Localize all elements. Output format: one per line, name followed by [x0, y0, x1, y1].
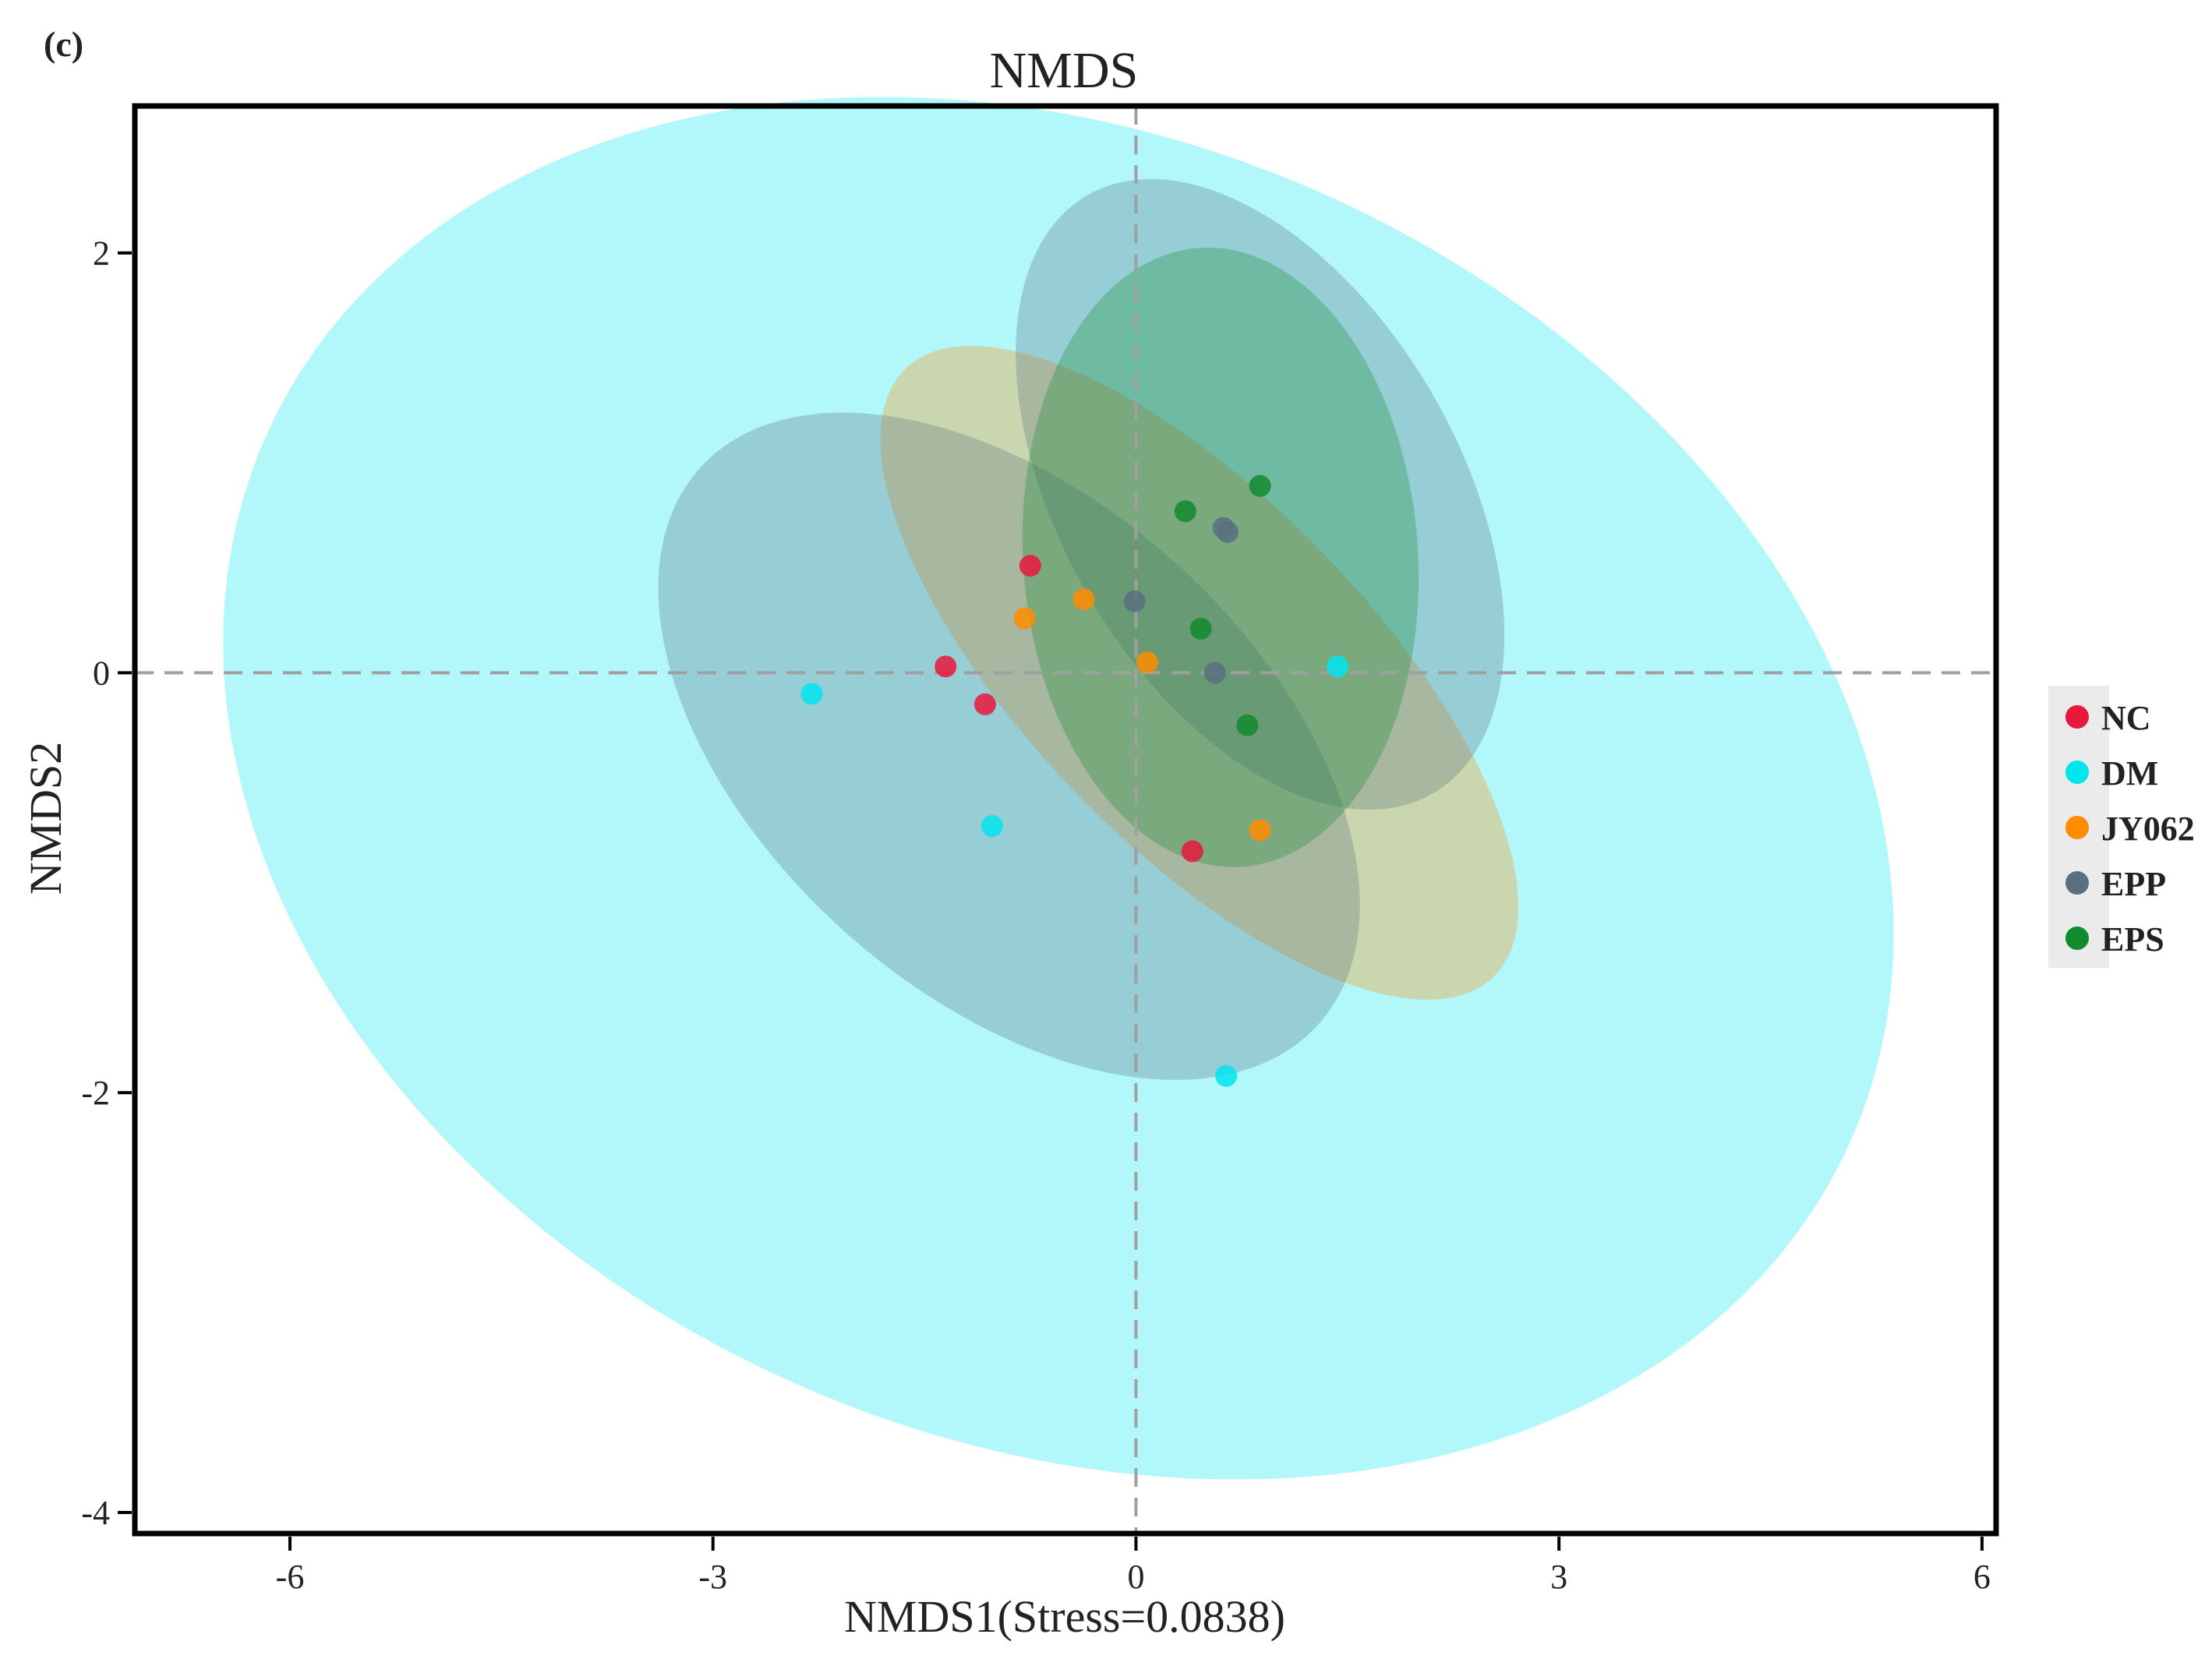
- y-tick-label: -2: [81, 1074, 110, 1112]
- point-dm-2: [981, 815, 1003, 838]
- point-epp-1: [1123, 590, 1146, 612]
- point-dm-4: [1215, 1064, 1238, 1087]
- point-nc-3: [973, 693, 996, 715]
- point-layer: [800, 475, 1349, 1087]
- point-eps-4: [1236, 714, 1259, 736]
- x-tick-label: -3: [698, 1558, 727, 1596]
- point-jy062-1: [1013, 607, 1036, 630]
- x-tick-label: 6: [1973, 1558, 1991, 1596]
- chart-title: NMDS: [990, 42, 1139, 99]
- legend-label-eps: EPS: [2101, 920, 2164, 958]
- ellipse-dm: [223, 97, 1894, 1480]
- point-jy062-4: [1249, 819, 1271, 842]
- y-tick-label: 0: [93, 654, 110, 692]
- legend-label-epp: EPP: [2101, 865, 2166, 903]
- point-eps-2: [1249, 475, 1271, 497]
- legend-label-jy062: JY062: [2101, 810, 2195, 848]
- point-eps-1: [1174, 499, 1196, 522]
- point-nc-2: [935, 655, 957, 678]
- point-eps-3: [1189, 617, 1212, 640]
- point-dm-1: [800, 683, 823, 705]
- x-tick-label: -6: [276, 1558, 305, 1596]
- y-tick-label: 2: [93, 235, 110, 273]
- x-tick-label: 3: [1550, 1558, 1567, 1596]
- point-nc-4: [1181, 840, 1203, 863]
- ellipse-epp: [658, 412, 1360, 1080]
- reference-lines: [135, 106, 1996, 1534]
- ellipse-eps: [1022, 247, 1419, 867]
- point-epp-4: [1217, 521, 1239, 543]
- plot-frame: [132, 103, 1999, 1537]
- y-axis-ticks: -4 -2 0 2: [81, 235, 132, 1532]
- point-jy062-3: [1136, 651, 1158, 673]
- y-axis-label: NMDS2: [20, 742, 71, 895]
- legend-swatch-nc: [2065, 705, 2089, 729]
- legend-swatch-epp: [2065, 871, 2089, 895]
- point-dm-3: [1327, 655, 1349, 678]
- x-axis-ticks: -6 -3 0 3 6: [276, 1537, 1991, 1596]
- legend-swatch-jy062: [2065, 816, 2089, 839]
- legend: NC DM JY062 EPP EPS: [2048, 686, 2195, 968]
- y-tick-label: -4: [81, 1494, 110, 1532]
- legend-label-dm: DM: [2101, 754, 2158, 792]
- legend-label-nc: NC: [2101, 699, 2151, 737]
- point-epp-2: [1203, 662, 1226, 684]
- panel-label: (c): [44, 24, 83, 64]
- ellipse-jy062: [880, 345, 1518, 1000]
- point-nc-1: [1019, 555, 1041, 577]
- ellipse-layer: [223, 97, 1894, 1480]
- x-tick-label: 0: [1127, 1558, 1144, 1596]
- legend-swatch-eps: [2065, 927, 2089, 950]
- x-axis-label: NMDS1(Stress=0.0838): [844, 1591, 1285, 1642]
- point-jy062-2: [1072, 588, 1095, 611]
- legend-swatch-dm: [2065, 761, 2089, 784]
